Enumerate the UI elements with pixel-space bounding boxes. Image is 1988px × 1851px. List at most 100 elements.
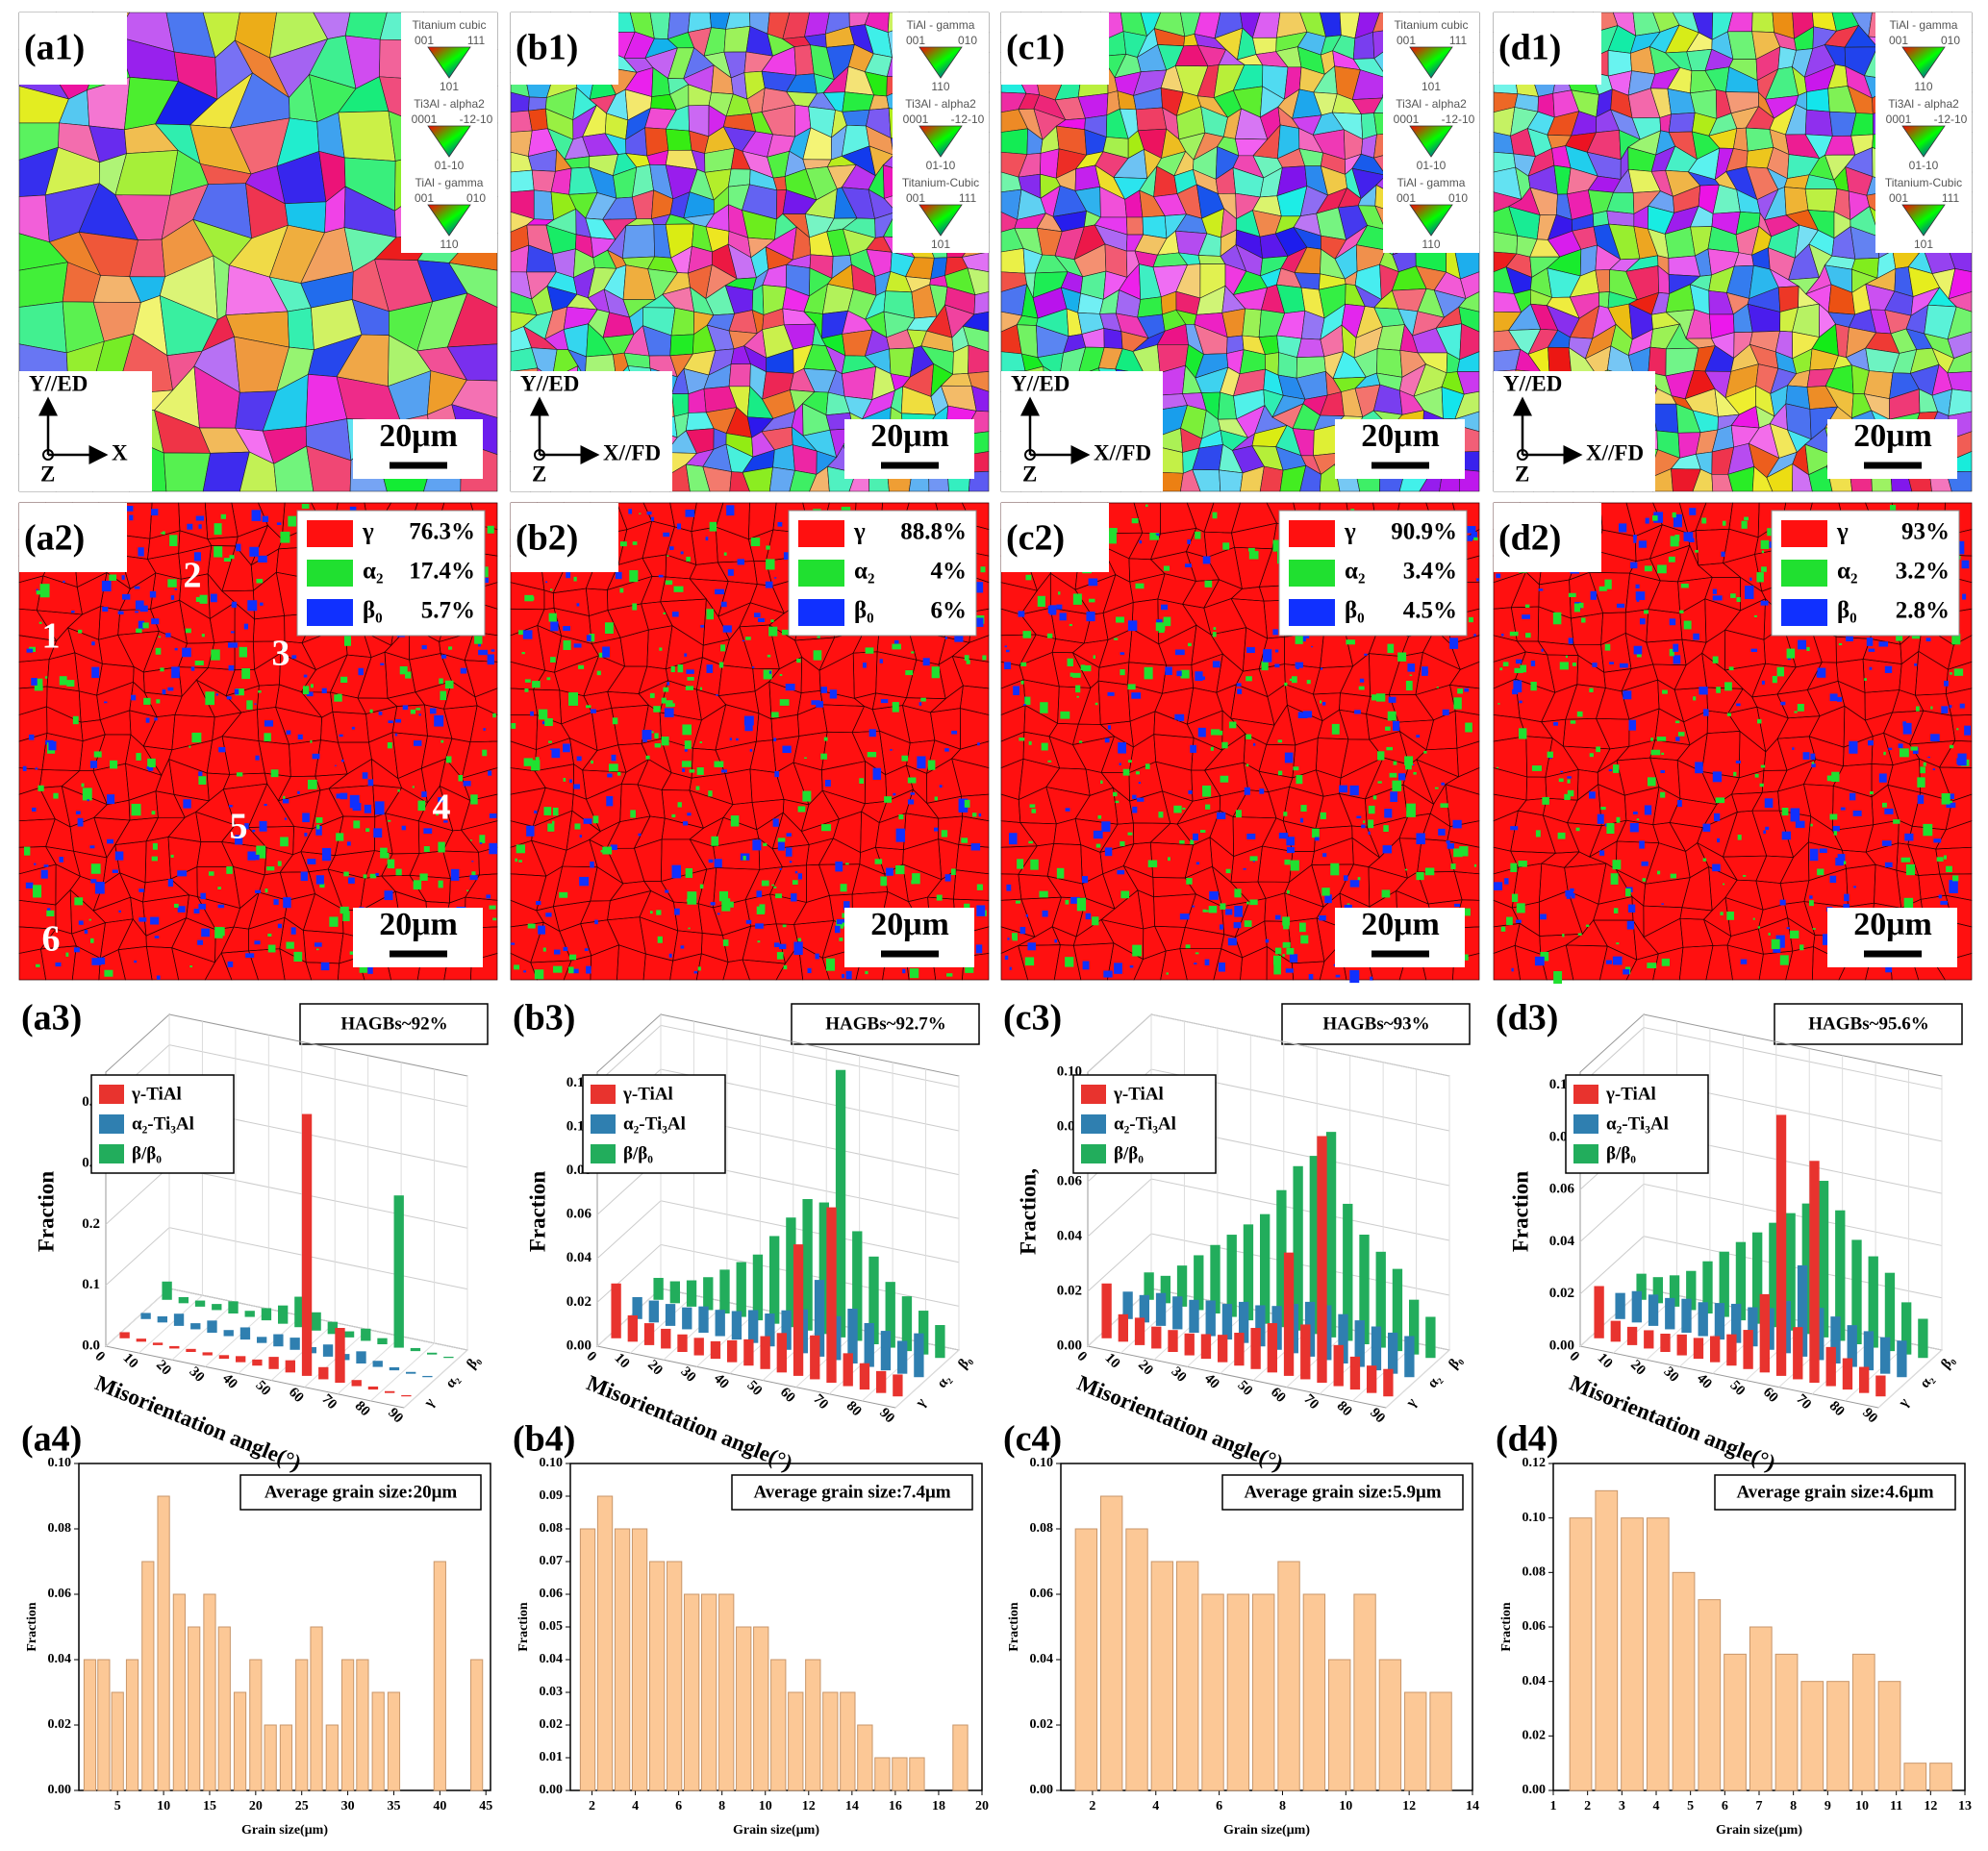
alpha2-speck bbox=[81, 783, 85, 788]
beta-speck bbox=[320, 962, 330, 971]
legend-swatch bbox=[1289, 520, 1335, 547]
grain bbox=[1296, 338, 1325, 359]
beta-speck bbox=[1933, 838, 1942, 843]
beta-speck bbox=[483, 728, 486, 731]
alpha2-speck bbox=[1300, 805, 1307, 813]
beta-speck bbox=[1233, 922, 1242, 929]
alpha2-speck bbox=[721, 898, 731, 912]
alpha2-speck bbox=[515, 858, 517, 863]
key-pole: 110 bbox=[1422, 238, 1440, 251]
alpha2-speck bbox=[687, 676, 694, 681]
beta-speck bbox=[1763, 830, 1767, 835]
beta-speck bbox=[290, 927, 296, 935]
beta-speck bbox=[91, 641, 95, 646]
beta-speck bbox=[1308, 974, 1314, 980]
beta-speck bbox=[1027, 942, 1036, 951]
beta-speck bbox=[1382, 845, 1393, 854]
ipf-triangle bbox=[1409, 125, 1453, 158]
alpha2-speck bbox=[667, 555, 669, 557]
alpha2-speck bbox=[898, 813, 904, 820]
alpha2-speck bbox=[927, 760, 936, 770]
alpha2-speck bbox=[720, 644, 726, 652]
beta-speck bbox=[1467, 526, 1476, 534]
beta-speck bbox=[1675, 737, 1680, 741]
grain bbox=[1804, 188, 1838, 213]
alpha2-speck bbox=[976, 884, 983, 890]
beta-speck bbox=[1081, 876, 1089, 884]
alpha2-speck bbox=[1180, 669, 1190, 679]
alpha2-speck bbox=[1436, 687, 1439, 688]
beta-speck bbox=[200, 892, 206, 900]
alpha2-speck bbox=[1225, 868, 1231, 874]
beta-speck bbox=[1397, 773, 1406, 781]
beta-speck bbox=[429, 708, 437, 714]
beta-speck bbox=[1284, 752, 1294, 763]
alpha2-speck bbox=[1283, 923, 1290, 930]
alpha2-speck bbox=[699, 741, 703, 744]
beta-speck bbox=[1295, 662, 1304, 668]
beta-speck bbox=[671, 612, 679, 617]
beta-speck bbox=[378, 712, 383, 715]
alpha2-speck bbox=[1468, 616, 1473, 623]
scale-text: 20μm bbox=[379, 418, 458, 454]
beta-speck bbox=[1608, 769, 1613, 772]
alpha2-speck bbox=[1368, 805, 1375, 814]
beta-speck bbox=[1324, 894, 1332, 904]
beta-speck bbox=[262, 515, 269, 522]
alpha2-speck bbox=[671, 703, 675, 707]
alpha2-speck bbox=[1246, 676, 1252, 682]
alpha2-speck bbox=[964, 655, 969, 662]
beta-speck bbox=[197, 939, 204, 945]
beta-speck bbox=[665, 889, 669, 893]
key-pole: 01-10 bbox=[926, 159, 956, 172]
beta-speck bbox=[579, 835, 583, 838]
beta-speck bbox=[91, 666, 100, 678]
alpha2-speck bbox=[1186, 878, 1193, 885]
alpha2-speck bbox=[1019, 738, 1025, 741]
alpha2-speck bbox=[823, 737, 828, 741]
alpha2-speck bbox=[813, 650, 822, 661]
beta-speck bbox=[976, 905, 986, 916]
alpha2-speck bbox=[201, 634, 205, 638]
beta-speck bbox=[1416, 735, 1421, 738]
alpha2-speck bbox=[1518, 861, 1527, 867]
beta-speck bbox=[700, 624, 704, 628]
alpha2-speck bbox=[524, 594, 534, 602]
panel-label: (a1) bbox=[24, 28, 85, 68]
alpha2-speck bbox=[1290, 860, 1299, 871]
alpha2-speck bbox=[802, 790, 812, 802]
alpha2-speck bbox=[241, 668, 251, 680]
alpha2-speck bbox=[1737, 834, 1742, 840]
beta-speck bbox=[1639, 840, 1645, 849]
alpha2-speck bbox=[1558, 778, 1564, 783]
beta-speck bbox=[794, 870, 798, 874]
beta-speck bbox=[1962, 593, 1967, 600]
beta-speck bbox=[228, 664, 235, 671]
alpha2-speck bbox=[1656, 737, 1667, 741]
beta-speck bbox=[1356, 815, 1362, 819]
beta-speck bbox=[375, 801, 385, 815]
beta-speck bbox=[820, 687, 827, 693]
beta-speck bbox=[71, 611, 75, 613]
alpha2-speck bbox=[1182, 807, 1186, 810]
beta-speck bbox=[1065, 808, 1070, 812]
grain bbox=[287, 307, 315, 351]
alpha2-speck bbox=[1383, 825, 1389, 833]
grain bbox=[1126, 216, 1144, 236]
beta-speck bbox=[879, 659, 883, 663]
alpha2-speck bbox=[1457, 688, 1464, 694]
alpha2-speck bbox=[1145, 504, 1148, 508]
alpha2-speck bbox=[136, 628, 142, 634]
beta-speck bbox=[563, 626, 570, 632]
beta-speck bbox=[1197, 727, 1206, 738]
beta-speck bbox=[1005, 649, 1010, 653]
beta-speck bbox=[1644, 805, 1652, 815]
alpha2-speck bbox=[343, 636, 352, 646]
alpha2-speck bbox=[1473, 537, 1478, 541]
beta-speck bbox=[1101, 821, 1111, 833]
beta-speck bbox=[1192, 905, 1195, 908]
alpha2-speck bbox=[548, 740, 552, 743]
beta-speck bbox=[303, 674, 308, 678]
beta-speck bbox=[282, 799, 289, 804]
beta-speck bbox=[1590, 590, 1597, 600]
